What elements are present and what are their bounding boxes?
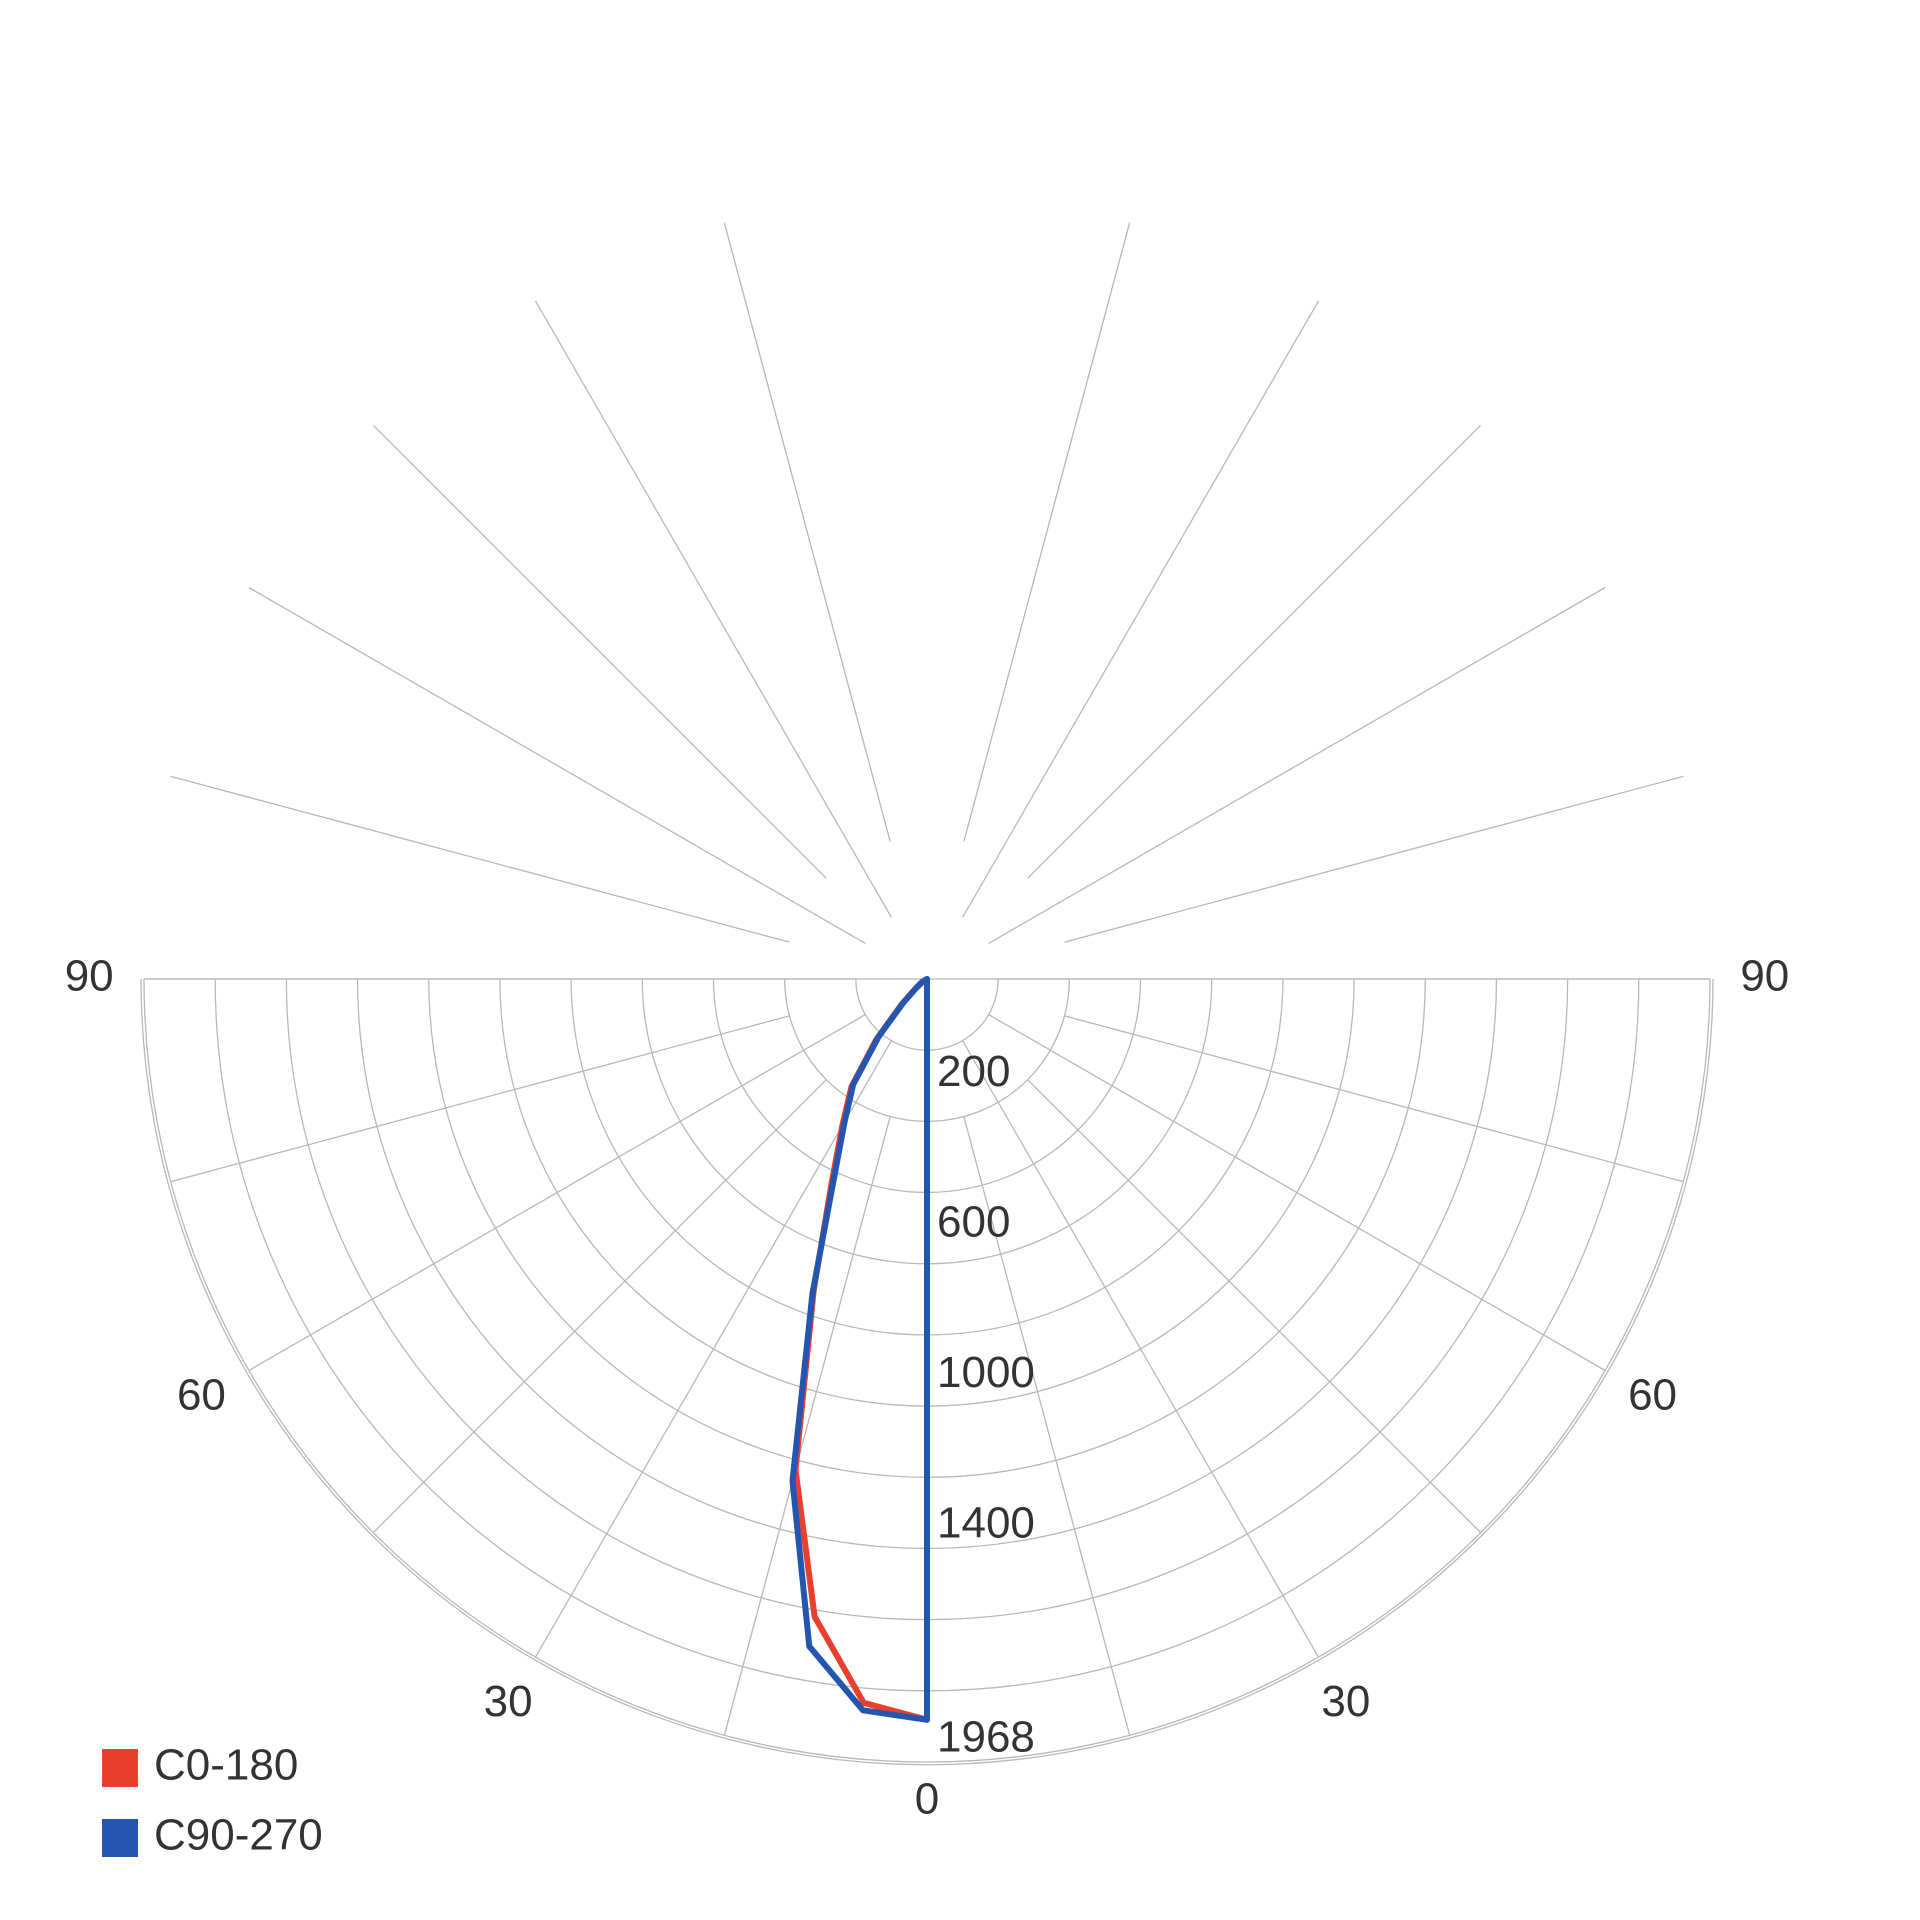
r-tick-label: 1968 <box>937 1712 1035 1761</box>
grid-spoke <box>988 586 1606 944</box>
grid-spoke <box>170 1015 790 1183</box>
grid-spoke <box>723 1116 891 1736</box>
grid-spoke <box>1064 1015 1684 1183</box>
grid-spoke <box>372 424 827 879</box>
legend-label: C0-180 <box>154 1741 298 1790</box>
grid-ring <box>143 978 1711 1763</box>
grid-spoke <box>534 300 892 918</box>
grid-spoke <box>1027 424 1482 879</box>
angle-tick-label: 30 <box>484 1677 533 1726</box>
angle-tick-label: 60 <box>1628 1371 1677 1420</box>
angle-tick-label: 60 <box>177 1371 226 1420</box>
angle-tick-label: 30 <box>1321 1677 1370 1726</box>
grid-spoke <box>988 1014 1606 1372</box>
angle-tick-label: 90 <box>65 952 114 1001</box>
r-tick-label: 1000 <box>937 1348 1035 1397</box>
grid-spoke <box>962 300 1320 918</box>
grid-spoke <box>1064 775 1684 943</box>
r-tick-label: 1400 <box>937 1499 1035 1548</box>
grid-spoke <box>534 1040 892 1658</box>
legend-swatch <box>102 1819 138 1857</box>
outer-ring <box>140 978 1714 1766</box>
angle-tick-label: 90 <box>1740 952 1789 1001</box>
grid-spoke <box>723 222 891 842</box>
r-tick-label: 200 <box>937 1047 1010 1096</box>
angle-tick-label: 0 <box>915 1775 939 1824</box>
grid-spoke <box>248 586 866 944</box>
legend-label: C90-270 <box>154 1811 323 1860</box>
grid-spoke <box>1027 1079 1482 1534</box>
grid-spoke <box>963 222 1131 842</box>
grid-spoke <box>963 1116 1131 1736</box>
grid-spoke <box>962 1040 1320 1658</box>
legend-swatch <box>102 1749 138 1787</box>
grid-spoke <box>372 1079 827 1534</box>
grid-spoke <box>248 1014 866 1372</box>
series-line <box>789 976 930 1723</box>
r-tick-label: 600 <box>937 1197 1010 1246</box>
grid-spoke <box>170 775 790 943</box>
